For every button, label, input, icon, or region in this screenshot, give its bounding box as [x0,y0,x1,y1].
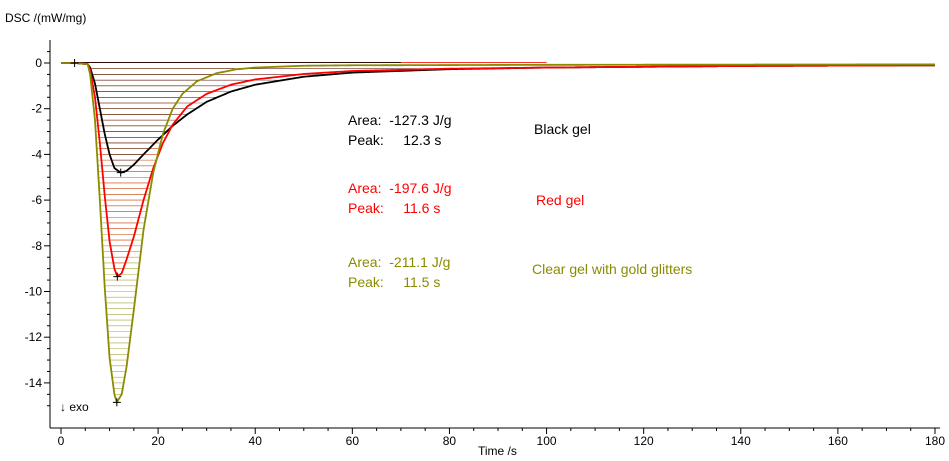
series-line-clear-gel-with-gold-glitters [61,62,935,405]
x-axis-title: Time /s [478,444,517,458]
peak-marker [113,272,122,281]
red-gel-peak: Peak: 11.6 s [348,200,440,216]
axes [49,40,940,429]
black-gel-legend: Black gel [534,121,591,137]
x-tick-label: 100 [537,434,557,448]
axis-ticks: 0 20 40 60 80 100 120 140 160 180 0 -2 -4 -6 -8 -10 -12 -… [25,51,945,448]
black-gel-peak: Peak: 12.3 s [348,132,441,148]
y-tick-label: -14 [25,376,43,390]
x-tick-label: 20 [151,434,165,448]
x-tick-label: 40 [249,434,263,448]
x-tick-label: 160 [828,434,848,448]
x-tick-label: 120 [634,434,654,448]
y-tick-label: -12 [25,330,43,344]
x-tick-label: 140 [731,434,751,448]
x-tick-label: 60 [346,434,360,448]
peak-marker [116,168,125,177]
y-axis-title: DSC /(mW/mg) [5,11,86,25]
black-gel-area: Area: -127.3 J/g [348,112,452,128]
red-gel-area: Area: -197.6 J/g [348,180,452,196]
series-line-red-gel [61,62,936,278]
y-tick-label: 0 [35,56,42,70]
start-marker [70,59,79,67]
peak-marker [112,398,121,407]
y-tick-label: -10 [25,285,43,299]
clear-gel-peak: Peak: 11.5 s [348,274,440,290]
peak-markers [70,59,125,407]
y-tick-label: -6 [31,193,42,207]
x-tick-label: 0 [58,434,65,448]
y-tick-label: -4 [31,147,42,161]
clear-gel-legend: Clear gel with gold glitters [532,261,692,277]
x-tick-label: 80 [443,434,457,448]
peak-area-hatching [88,68,478,401]
x-tick-label: 180 [925,434,945,448]
clear-gel-area: Area: -211.1 J/g [348,254,450,270]
exo-label: ↓ exo [60,400,89,414]
y-tick-label: -8 [31,239,42,253]
series-line-black-gel [61,62,936,174]
y-tick-label: -2 [31,102,42,116]
red-gel-legend: Red gel [536,192,584,208]
series-lines [61,62,936,405]
